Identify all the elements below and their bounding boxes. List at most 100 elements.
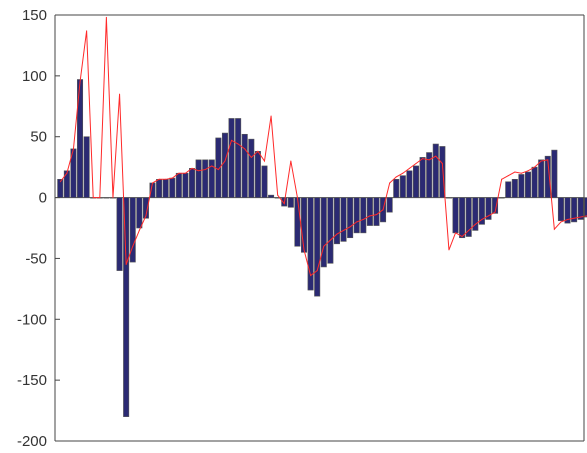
line-point	[362, 218, 364, 220]
bar	[498, 197, 505, 199]
bar	[294, 197, 301, 247]
line-point	[244, 148, 246, 150]
bar	[366, 197, 373, 226]
line-point	[277, 194, 279, 196]
line-point	[59, 181, 61, 183]
line-point	[178, 172, 180, 174]
line-point	[211, 165, 213, 167]
line-point	[356, 221, 358, 223]
bar	[386, 197, 393, 213]
bar	[307, 197, 314, 291]
bar	[478, 197, 485, 225]
bar	[254, 151, 261, 198]
line-point	[382, 209, 384, 211]
bar	[235, 118, 242, 198]
bar	[393, 179, 400, 198]
bar	[333, 197, 340, 245]
line-point	[560, 221, 562, 223]
bar	[241, 133, 248, 198]
line-point	[474, 223, 476, 225]
bar	[432, 143, 439, 198]
y-tick-label: -150	[17, 372, 47, 389]
bar	[485, 197, 492, 220]
line-point	[171, 177, 173, 179]
bar	[531, 166, 538, 198]
bar	[564, 197, 571, 224]
line-point	[72, 148, 74, 150]
bar	[524, 171, 531, 198]
bar	[360, 197, 367, 234]
line-point	[165, 178, 167, 180]
bar	[551, 149, 558, 198]
line-point	[290, 160, 292, 162]
bar	[557, 197, 564, 222]
bar	[248, 138, 255, 198]
line-point	[66, 172, 68, 174]
line-point	[316, 270, 318, 272]
line-point	[329, 239, 331, 241]
y-axis: 150 100 50 0 -50 -100 -150 -200	[17, 7, 585, 450]
line-point	[520, 172, 522, 174]
bar	[426, 152, 433, 198]
bar	[162, 179, 169, 198]
line-point	[514, 171, 516, 173]
bar	[287, 197, 294, 208]
bar	[544, 155, 551, 198]
bar	[492, 197, 499, 214]
bar	[399, 175, 406, 198]
bar	[142, 197, 149, 219]
line-point	[567, 218, 569, 220]
y-tick-label: -200	[17, 433, 47, 450]
line-point	[527, 170, 529, 172]
bar	[439, 146, 446, 198]
line-point	[224, 160, 226, 162]
bar	[63, 170, 70, 198]
line-point	[296, 197, 298, 199]
line-point	[408, 167, 410, 169]
line-point	[204, 169, 206, 171]
bar	[445, 197, 452, 199]
bar	[195, 159, 202, 198]
line-point	[540, 160, 542, 162]
bar	[261, 165, 268, 198]
line-point	[441, 162, 443, 164]
line-point	[99, 197, 101, 199]
line-point	[125, 264, 127, 266]
bar	[182, 172, 189, 198]
bar	[419, 157, 426, 198]
bar	[571, 197, 578, 223]
bar	[373, 197, 380, 226]
bar	[353, 197, 360, 234]
line-point	[198, 170, 200, 172]
bar	[327, 197, 334, 264]
bar	[169, 177, 176, 198]
line-point	[422, 158, 424, 160]
line-point	[112, 197, 114, 199]
bar	[103, 197, 110, 199]
line-point	[237, 143, 239, 145]
line-point	[217, 169, 219, 171]
line-point	[349, 226, 351, 228]
bar	[584, 197, 587, 218]
line-point	[343, 229, 345, 231]
bar	[465, 197, 472, 237]
bar	[459, 197, 466, 239]
line-point	[415, 162, 417, 164]
bar	[505, 181, 512, 198]
line-point	[369, 215, 371, 217]
bar	[320, 197, 327, 268]
bar	[83, 136, 90, 198]
line-point	[257, 150, 259, 152]
line-point	[79, 81, 81, 83]
line-point	[375, 214, 377, 216]
line-point	[184, 172, 186, 174]
bar	[413, 165, 420, 198]
bar	[189, 168, 196, 198]
line-point	[402, 172, 404, 174]
line-point	[119, 93, 121, 95]
line-point	[553, 228, 555, 230]
line-point	[323, 245, 325, 247]
line-point	[132, 245, 134, 247]
bar	[452, 197, 459, 234]
line-point	[158, 178, 160, 180]
